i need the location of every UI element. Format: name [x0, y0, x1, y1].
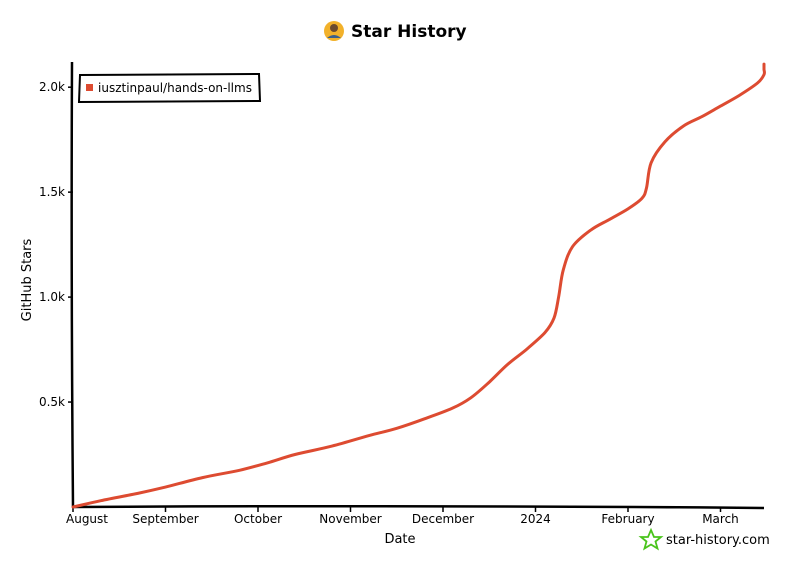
star-history-logo-icon: [638, 527, 664, 551]
chart-title: Star History: [351, 22, 467, 42]
chart-title-group: Star History: [324, 21, 467, 42]
x-tick-label: December: [412, 512, 474, 526]
y-tick-label: 0.5k: [39, 395, 65, 409]
avatar-head: [330, 24, 338, 32]
legend: iusztinpaul/hands-on-llms: [77, 72, 262, 104]
x-tick-label: February: [601, 512, 654, 526]
legend-box: [77, 72, 262, 104]
x-tick-label: October: [234, 512, 282, 526]
x-axis-line: [71, 504, 765, 510]
x-ticks: August September October November December 20…: [66, 507, 739, 526]
legend-swatch: [86, 84, 93, 91]
x-tick-label: March: [702, 512, 739, 526]
x-tick-label: 2024: [520, 512, 551, 526]
y-tick-label: 2.0k: [39, 80, 65, 94]
x-tick-label: November: [319, 512, 381, 526]
y-ticks: 0.5k 1.0k 1.5k 2.0k: [39, 80, 73, 409]
y-tick-label: 1.5k: [39, 185, 65, 199]
x-axis-title: Date: [384, 532, 415, 547]
watermark[interactable]: star-history.com: [638, 527, 770, 551]
watermark-text[interactable]: star-history.com: [666, 533, 770, 548]
y-tick-label: 1.0k: [39, 290, 65, 304]
series-line-hands-on-llms: [71, 62, 766, 509]
y-axis-title: GitHub Stars: [20, 238, 35, 321]
x-tick-label: September: [132, 512, 198, 526]
y-axis-line: [70, 61, 75, 508]
legend-label: iusztinpaul/hands-on-llms: [98, 81, 252, 95]
avatar-body: [327, 35, 341, 38]
x-tick-label: August: [66, 512, 108, 526]
